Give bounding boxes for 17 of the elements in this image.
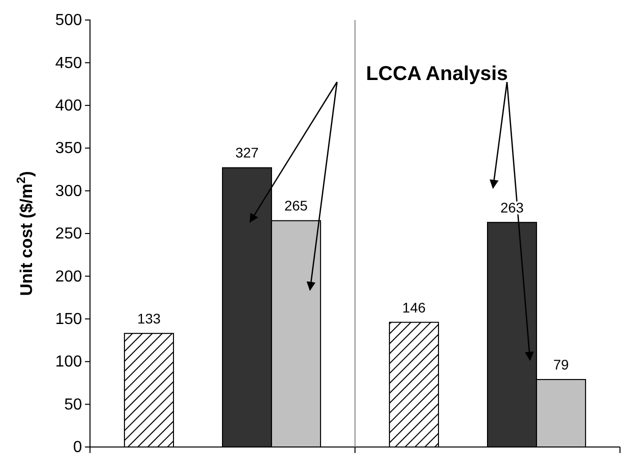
annotation: LCCA Analysis [366, 63, 508, 85]
data-label: 265 [284, 198, 308, 214]
y-tick-label: 250 [55, 226, 82, 243]
y-tick-label: 500 [55, 12, 82, 30]
data-label: 146 [402, 299, 426, 316]
y-tick-label: 350 [55, 140, 82, 158]
y-tick-label: 150 [55, 311, 82, 328]
y-tick-label: 300 [55, 182, 82, 200]
y-tick-label: 450 [55, 54, 82, 72]
y-tick-label: 100 [55, 354, 82, 371]
y-tick-label: 400 [55, 98, 82, 115]
data-label: 133 [137, 310, 161, 326]
y-tick-label: 50 [64, 396, 82, 414]
data-label: 79 [553, 356, 570, 373]
data-label: 327 [235, 144, 259, 161]
y-tick-label: 200 [55, 268, 82, 286]
y-tick-label: 0 [73, 439, 82, 456]
